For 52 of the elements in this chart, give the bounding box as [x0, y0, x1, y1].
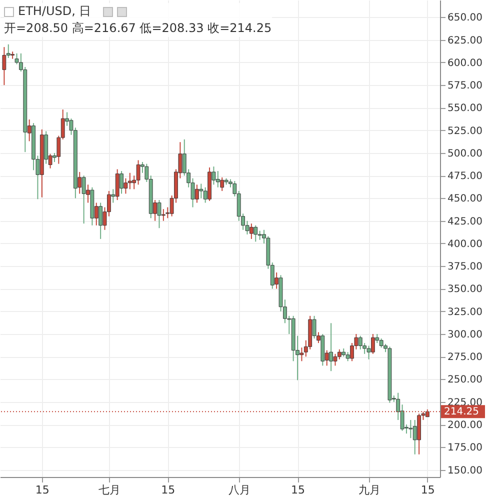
y-tick-label: 400.00 [448, 238, 482, 250]
y-tick-label: 200.00 [448, 420, 482, 432]
candlestick [220, 176, 224, 192]
candlestick [157, 200, 162, 229]
y-tick-label: 575.00 [448, 80, 482, 92]
y-tick-label: 375.00 [448, 262, 482, 273]
y-tick-label: 600.00 [448, 58, 482, 69]
candlestick [258, 230, 262, 240]
y-tick-label: 425.00 [448, 216, 482, 228]
y-tick-label: 150.00 [448, 465, 482, 476]
y-tick-label: 550.00 [448, 103, 482, 114]
x-tick-label: 15 [161, 484, 176, 496]
candlestick [82, 175, 86, 224]
y-tick-label: 475.00 [448, 171, 482, 182]
y-tick-label: 500.00 [448, 148, 482, 160]
y-tick-label: 450.00 [448, 194, 482, 205]
candlestick [249, 223, 254, 240]
candlestick [98, 202, 103, 240]
x-tick-label: 七月 [98, 484, 120, 496]
candlestick [128, 172, 132, 190]
y-tick-label: 625.00 [448, 35, 482, 46]
y-tick-label: 650.00 [448, 12, 482, 24]
x-tick-label: 九月 [358, 484, 380, 496]
x-tick-label: 15 [35, 484, 50, 496]
y-tick-label: 325.00 [448, 306, 482, 318]
candlestick [337, 348, 342, 360]
y-tick-label: 300.00 [448, 329, 482, 340]
x-tick-label: 八月 [228, 484, 250, 496]
candlestick [254, 224, 258, 242]
x-tick-label: 15 [291, 484, 306, 496]
candlestick [379, 338, 384, 348]
x-tick-label: 15 [420, 484, 435, 496]
ref-line-label: 214.25 [444, 406, 479, 418]
candlestick [115, 168, 120, 201]
y-tick-label: 350.00 [448, 284, 482, 296]
candlestick [412, 419, 417, 455]
chart-title: ETH/USD, 日 [18, 3, 92, 20]
candlestick [120, 170, 124, 194]
candlestick [333, 353, 338, 366]
y-tick-label: 275.00 [448, 352, 482, 364]
candlestick [2, 46, 6, 86]
candlestick [136, 160, 140, 186]
candlestick [216, 170, 220, 188]
y-tick-label: 250.00 [448, 374, 482, 386]
candlestick [300, 347, 304, 362]
candlestick [358, 335, 362, 350]
candlestick [199, 183, 204, 199]
text: 开=208.50 高=216.67 低=208.33 收=214.25 [4, 20, 272, 37]
candlestick [408, 419, 413, 439]
y-tick-label: 525.00 [448, 126, 482, 137]
candlestick [124, 178, 128, 194]
y-tick-label: 175.00 [448, 442, 482, 454]
